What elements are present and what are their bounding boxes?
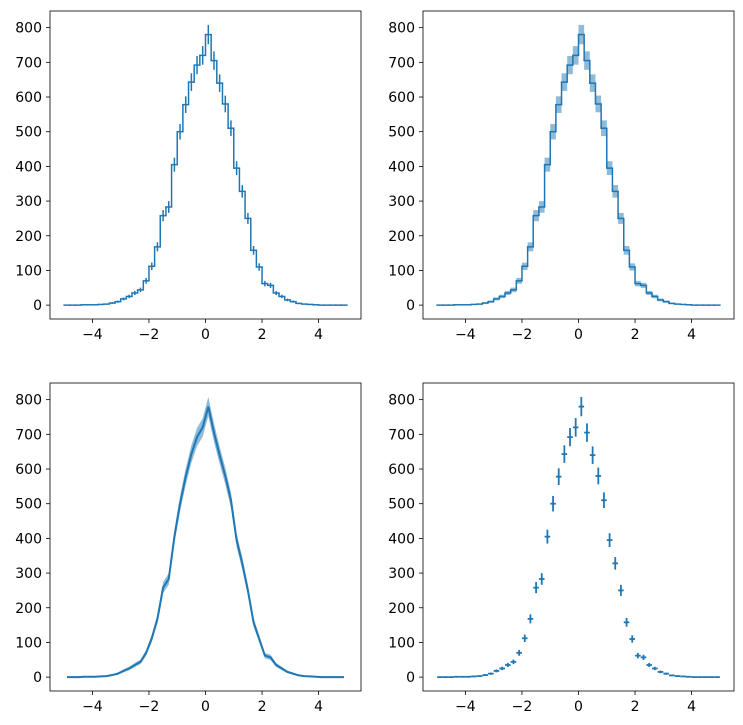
axes-frame: [49, 382, 362, 692]
x-tick-label: 4: [314, 327, 323, 343]
y-tick-label: 200: [15, 601, 42, 617]
x-tick-label: 4: [314, 699, 323, 715]
subplot: −4 −2 0 2 4 0 100 200 300 400 500 600 700 800: [15, 382, 362, 715]
y-tick-label: 800: [388, 21, 415, 37]
y-tick-label: 800: [15, 393, 42, 409]
y-tick-label: 500: [15, 497, 42, 513]
y-tick-label: 100: [15, 263, 42, 279]
y-tick-label: 300: [388, 194, 415, 210]
x-tick-label: −2: [139, 699, 160, 715]
x-tick-label: −2: [139, 327, 160, 343]
subplot: −4 −2 0 2 4 0 100 200 300 400 500 600 700 800: [388, 382, 735, 715]
y-tick-label: 600: [388, 90, 415, 106]
x-tick-label: −4: [82, 327, 103, 343]
x-tick-label: 0: [574, 327, 583, 343]
y-tick-label: 200: [388, 601, 415, 617]
y-tick-label: 600: [15, 90, 42, 106]
y-tick-label: 700: [388, 55, 415, 71]
y-tick-label: 800: [388, 393, 415, 409]
y-tick-label: 400: [388, 531, 415, 547]
x-tick-label: 2: [258, 327, 267, 343]
x-tick-label: −2: [512, 327, 533, 343]
x-tick-label: 0: [201, 699, 210, 715]
y-tick-label: 500: [388, 497, 415, 513]
x-tick-label: 2: [631, 327, 640, 343]
y-tick-label: 700: [15, 55, 42, 71]
y-tick-label: 0: [406, 298, 415, 314]
x-tick-label: 2: [631, 699, 640, 715]
x-tick-label: −4: [455, 699, 476, 715]
axes-frame: [422, 10, 735, 320]
y-tick-label: 0: [33, 670, 42, 686]
y-tick-label: 0: [406, 670, 415, 686]
y-tick-label: 500: [15, 125, 42, 141]
y-tick-label: 600: [388, 462, 415, 478]
x-tick-label: −4: [455, 327, 476, 343]
y-tick-label: 200: [388, 229, 415, 245]
y-tick-label: 400: [15, 159, 42, 175]
x-tick-label: 0: [201, 327, 210, 343]
y-tick-label: 300: [15, 566, 42, 582]
y-tick-label: 100: [15, 635, 42, 651]
y-tick-label: 600: [15, 462, 42, 478]
y-tick-label: 700: [388, 427, 415, 443]
x-tick-label: 0: [574, 699, 583, 715]
y-tick-label: 100: [388, 263, 415, 279]
x-tick-label: −4: [82, 699, 103, 715]
axes-frame: [422, 382, 735, 692]
subplot: −4 −2 0 2 4 0 100 200 300 400 500 600 700 800: [388, 10, 735, 343]
error-band: [66, 396, 345, 678]
y-tick-label: 400: [15, 531, 42, 547]
y-tick-label: 500: [388, 125, 415, 141]
line: [66, 406, 345, 679]
x-tick-label: 4: [687, 699, 696, 715]
y-tick-label: 100: [388, 635, 415, 651]
y-tick-label: 200: [15, 229, 42, 245]
subplot: −4 −2 0 2 4 0 100 200 300 400 500 600 700 800: [15, 10, 362, 343]
y-tick-label: 700: [15, 427, 42, 443]
x-tick-label: 2: [258, 699, 267, 715]
y-tick-label: 0: [33, 298, 42, 314]
y-tick-label: 300: [388, 566, 415, 582]
y-tick-label: 800: [15, 21, 42, 37]
y-tick-label: 300: [15, 194, 42, 210]
y-tick-label: 400: [388, 159, 415, 175]
axes-frame: [49, 10, 362, 320]
x-tick-label: 4: [687, 327, 696, 343]
x-tick-label: −2: [512, 699, 533, 715]
